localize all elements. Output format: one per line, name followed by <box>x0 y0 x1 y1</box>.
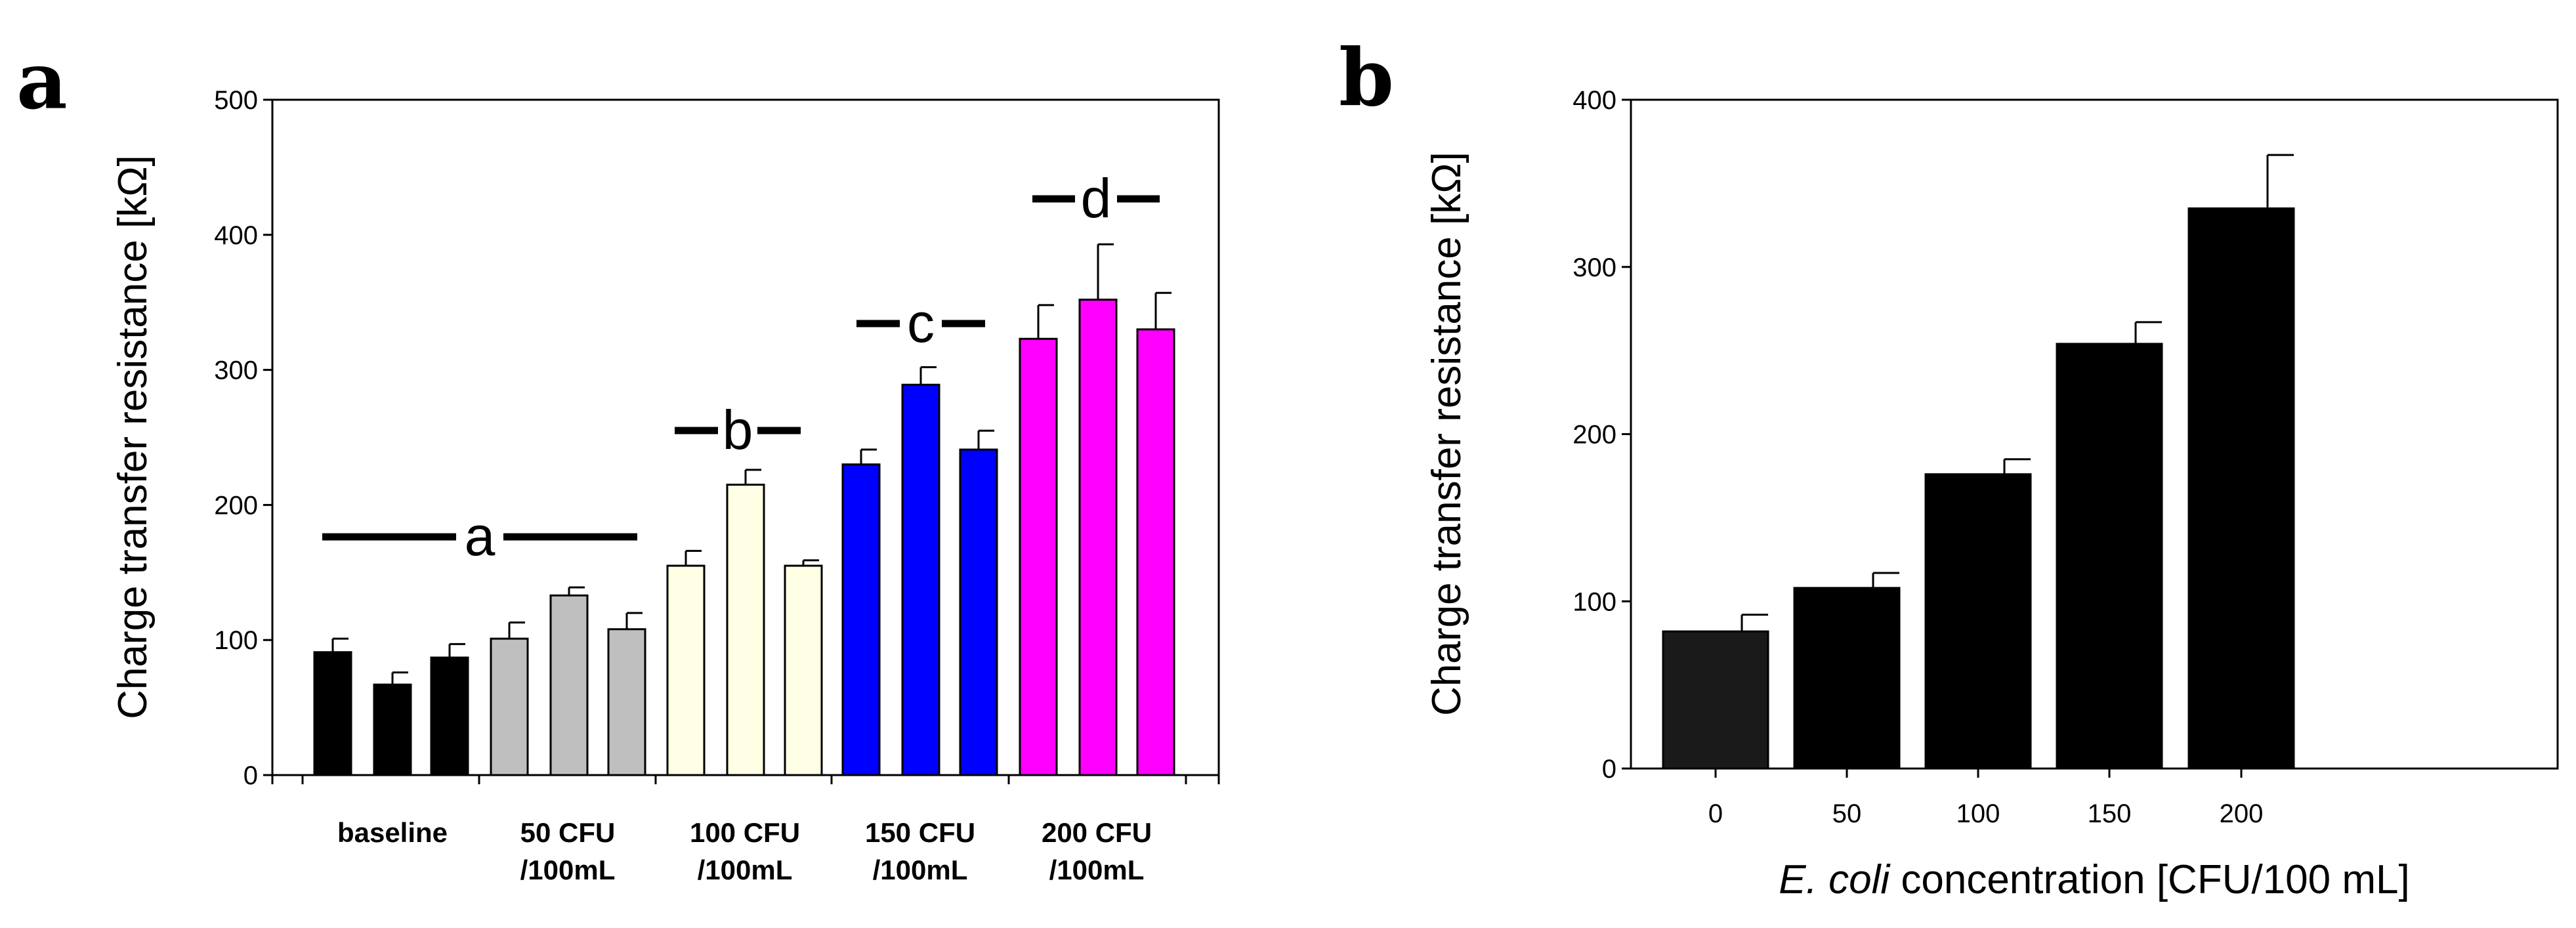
chart-b-x-axis-label-italic: E. coli <box>1779 857 1891 902</box>
x-tick-label: 200 <box>2220 799 2264 828</box>
bar <box>666 564 706 776</box>
bar <box>959 448 998 776</box>
chart-a-bars <box>313 243 1175 776</box>
y-tick-label: 400 <box>1573 86 1616 115</box>
group-label: /100mL <box>873 854 968 885</box>
chart-a-significance: a b c d <box>322 167 1160 567</box>
y-tick-label: 100 <box>214 626 258 655</box>
chart-b-y-axis-label: Charge transfer resistance [kΩ] <box>1424 152 1469 716</box>
significance-letter: a <box>465 505 496 567</box>
chart-b-x-axis: 0 50 100 150 200 <box>1708 769 2264 828</box>
chart-a-y-axis: 0 100 200 300 400 500 <box>214 86 272 790</box>
y-tick-label: 500 <box>214 86 258 115</box>
group-label: /100mL <box>698 854 793 885</box>
bar <box>1078 299 1118 776</box>
bar <box>841 463 881 776</box>
chart-b: 0 100 200 300 400 0 50 100 150 200 Charge transf… <box>1424 86 2559 902</box>
x-tick-label: 150 <box>2088 799 2132 828</box>
bar <box>1793 587 1901 770</box>
x-tick-label: 50 <box>1832 799 1862 828</box>
bar <box>490 637 529 776</box>
group-label: /100mL <box>520 854 616 885</box>
panel-letter-a: a <box>16 35 68 127</box>
bar <box>1924 473 2032 770</box>
bar <box>784 564 823 776</box>
chart-b-y-axis: 0 100 200 300 400 <box>1573 86 1631 784</box>
bar <box>1662 630 1769 770</box>
chart-a-group-labels: baseline 50 CFU/100mL 100 CFU/100mL 150 CFU… <box>337 817 1152 885</box>
y-tick-label: 100 <box>1573 587 1616 616</box>
bar <box>726 484 765 776</box>
significance-letter: c <box>907 292 935 354</box>
significance-letter: d <box>1081 167 1112 229</box>
chart-b-x-axis-label-rest: concentration [CFU/100 mL] <box>1890 857 2410 902</box>
group-label: 50 CFU <box>520 817 616 848</box>
chart-a-y-axis-label: Charge transfer resistance [kΩ] <box>110 155 156 719</box>
significance-letter: b <box>723 399 753 461</box>
bar <box>1136 328 1175 776</box>
bar <box>2187 207 2295 770</box>
group-label: /100mL <box>1049 854 1145 885</box>
panel-letter-b: b <box>1339 32 1394 124</box>
y-tick-label: 0 <box>243 761 258 790</box>
y-tick-label: 400 <box>214 221 258 250</box>
group-label: 100 CFU <box>690 817 800 848</box>
chart-b-x-axis-label: E. coli concentration [CFU/100 mL] <box>1779 857 2409 902</box>
x-tick-label: 100 <box>1956 799 2000 828</box>
bar <box>2056 343 2163 770</box>
x-tick-label: 0 <box>1708 799 1723 828</box>
chart-a: 0 100 200 300 400 500 a b c d baseline 50 CFU/100… <box>110 86 1220 885</box>
y-tick-label: 200 <box>1573 421 1616 450</box>
bar <box>313 651 352 776</box>
bar <box>1019 337 1058 776</box>
bar <box>607 628 646 776</box>
y-tick-label: 0 <box>1602 755 1616 784</box>
bar <box>373 683 412 776</box>
group-label: baseline <box>337 817 448 848</box>
chart-b-bars <box>1662 154 2295 770</box>
y-tick-label: 300 <box>1573 253 1616 282</box>
y-tick-label: 200 <box>214 491 258 520</box>
bar <box>549 594 589 776</box>
bar <box>430 656 469 776</box>
group-label: 150 CFU <box>865 817 975 848</box>
group-label: 200 CFU <box>1042 817 1152 848</box>
y-tick-label: 300 <box>214 356 258 385</box>
chart-a-x-axis <box>271 775 1220 784</box>
bar <box>901 383 940 776</box>
